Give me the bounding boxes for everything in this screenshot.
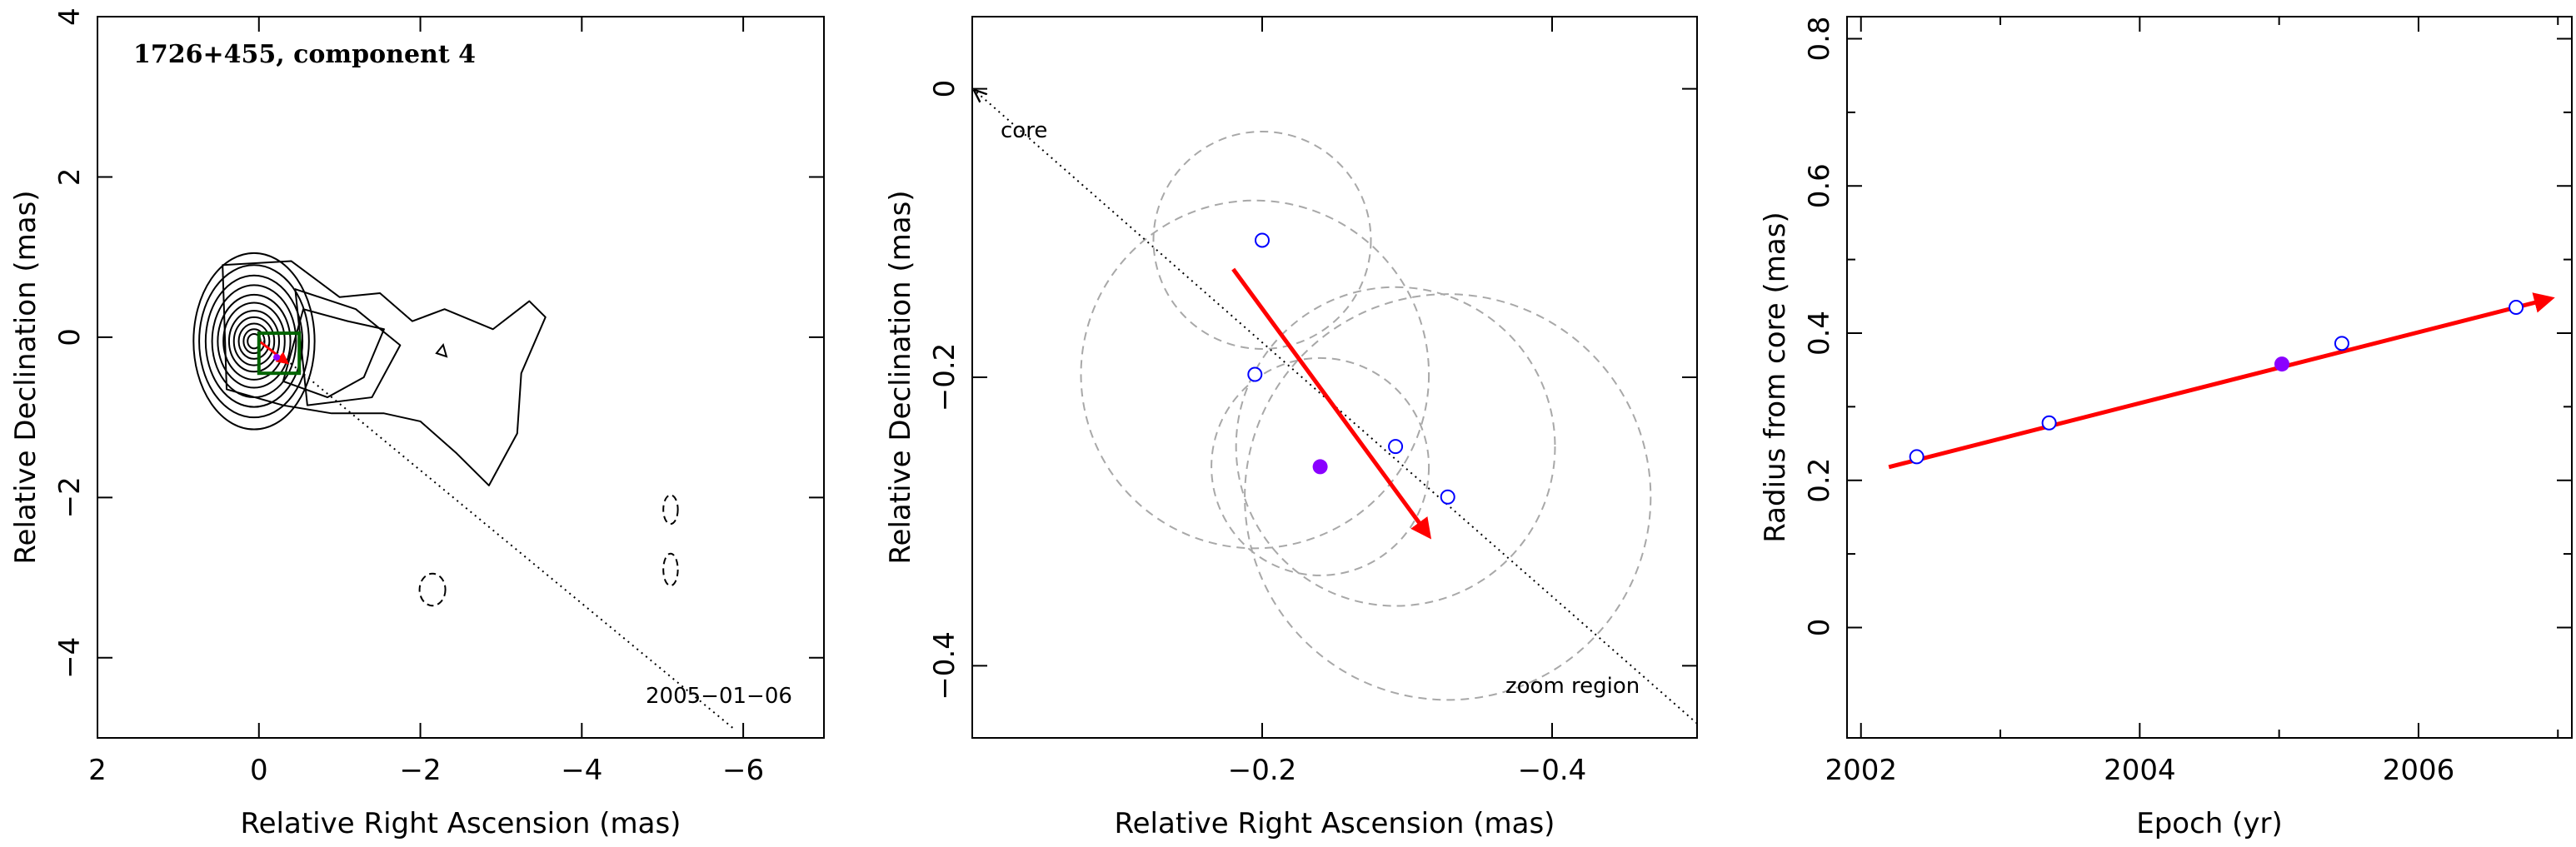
x-axis-label: Relative Right Ascension (mas) <box>1115 807 1555 840</box>
x-tick-label: 2 <box>88 754 107 787</box>
epoch-point <box>1440 489 1455 505</box>
y-tick-label: 0.4 <box>1803 311 1836 356</box>
contour-ring <box>217 293 292 389</box>
x-tick-label: −4 <box>561 754 602 787</box>
contour-map <box>192 252 679 607</box>
contour-ring <box>192 252 316 431</box>
beam-circle <box>1211 356 1430 576</box>
y-tick-label: 0.8 <box>1803 16 1836 61</box>
contour-ring <box>232 316 276 366</box>
x-tick-label: −0.4 <box>1518 754 1587 787</box>
y-tick-label: −0.4 <box>928 631 961 700</box>
radius-point-current <box>2274 356 2289 372</box>
x-tick-label: 0 <box>250 754 268 787</box>
y-axis-label: Relative Declination (mas) <box>9 190 42 564</box>
panel-2: −0.2 −0.4 −0.4 −0.2 0 core zoom region Relat… <box>884 16 1698 840</box>
x-tick-label: 2006 <box>2383 754 2455 787</box>
negative-contour <box>418 572 447 607</box>
zoom-region-label: zoom region <box>1505 674 1640 699</box>
epoch-point <box>1388 439 1404 455</box>
contour-ring <box>237 322 271 360</box>
x-tick-label: 2004 <box>2104 754 2176 787</box>
x-axis-label: Epoch (yr) <box>2136 807 2283 840</box>
jet-contour <box>222 260 547 486</box>
beam-circle <box>1235 286 1556 607</box>
radius-point <box>2334 336 2349 351</box>
epoch-date-label: 2005−01−06 <box>646 684 792 709</box>
chart-title: 1726+455, component 4 <box>133 40 476 69</box>
contour-ring <box>227 310 281 373</box>
beam-circle <box>1244 293 1652 701</box>
contour-ring <box>198 264 310 419</box>
x-axis-label: Relative Right Ascension (mas) <box>241 807 681 840</box>
x-tick-label: −2 <box>399 754 441 787</box>
radius-point <box>2041 415 2057 431</box>
epoch-point <box>1255 232 1270 248</box>
radius-point <box>1909 449 1925 465</box>
beam-circle <box>1080 199 1430 550</box>
plot-frame <box>1846 16 2573 739</box>
negative-contour <box>662 494 679 526</box>
epoch-point-current <box>1312 459 1328 475</box>
jet-axis-line <box>258 336 736 731</box>
zoom-box <box>257 331 302 376</box>
plot-frame <box>97 16 825 739</box>
panel-1: 1726+455, component 4 2 0 −2 −4 −6 −4 −2 0 2 4 20… <box>9 7 825 840</box>
x-tick-label: −6 <box>722 754 764 787</box>
x-tick-label: −0.2 <box>1228 754 1297 787</box>
panel-3: 2002 2004 2006 0 0.2 0.4 0.6 0.8 Epoch (yr) Rad… <box>1759 16 2573 840</box>
negative-contour <box>662 552 679 587</box>
contour-ring <box>222 301 286 381</box>
y-tick-label: 0.2 <box>1803 458 1836 503</box>
y-tick-label: 0 <box>928 80 961 98</box>
y-tick-label: 0 <box>1803 619 1836 637</box>
y-tick-label: −4 <box>53 637 87 679</box>
y-axis-label: Radius from core (mas) <box>1759 212 1792 542</box>
y-tick-label: −0.2 <box>928 343 961 412</box>
radius-point <box>2509 300 2524 316</box>
motion-arrow <box>1231 267 1432 540</box>
jet-contour <box>294 288 402 406</box>
y-tick-label: 4 <box>53 7 87 26</box>
y-tick-label: 2 <box>53 168 87 187</box>
x-tick-label: 2002 <box>1825 754 1897 787</box>
epoch-point <box>1247 366 1263 382</box>
y-tick-label: 0 <box>53 328 87 346</box>
core-label: core <box>1001 118 1047 143</box>
fit-arrow <box>1888 292 2555 470</box>
jet-contour <box>282 308 385 399</box>
motion-arrow-mini <box>259 341 290 365</box>
jet-contour-knot <box>435 342 448 358</box>
y-tick-label: 0.6 <box>1803 163 1836 208</box>
y-tick-label: −2 <box>53 476 87 518</box>
epoch-marker-mini <box>273 353 281 361</box>
y-axis-label: Relative Declination (mas) <box>884 190 917 564</box>
contour-ring <box>204 274 304 408</box>
beam-circle <box>1152 130 1372 350</box>
